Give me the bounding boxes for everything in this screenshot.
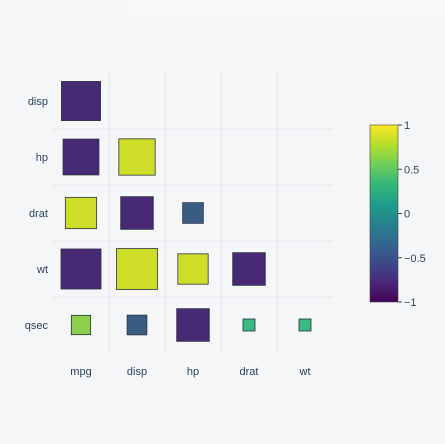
x-tick-label: hp — [187, 366, 199, 378]
y-tick-label: wt — [36, 264, 48, 276]
cell-disp-mpg[interactable] — [61, 81, 101, 121]
y-axis-labels: disp hp drat wt qsec — [25, 96, 49, 332]
x-tick-label: drat — [240, 366, 259, 378]
cell-drat-disp[interactable] — [120, 196, 154, 230]
cell-qsec-disp[interactable] — [126, 314, 148, 336]
cell-drat-hp[interactable] — [182, 202, 204, 224]
y-tick-label: drat — [29, 208, 48, 220]
x-axis-labels: mpg disp hp drat wt — [70, 366, 310, 378]
colorbar-gradient — [369, 124, 399, 303]
x-tick-label: wt — [299, 366, 311, 378]
grid-lines — [53, 73, 333, 353]
colorbar-tick-label: −1 — [404, 297, 417, 309]
cell-qsec-wt[interactable] — [298, 318, 312, 332]
colorbar: 1 0.5 0 −0.5 −1 — [369, 120, 426, 309]
colorbar-tick-label: 0.5 — [404, 164, 419, 176]
toolbar-area — [128, 0, 445, 16]
y-tick-label: disp — [28, 96, 48, 108]
colorbar-tick-label: −0.5 — [404, 253, 426, 265]
y-tick-label: hp — [36, 152, 48, 164]
cell-hp-disp[interactable] — [118, 138, 156, 176]
colorbar-tick-label: 1 — [404, 120, 410, 132]
cell-qsec-hp[interactable] — [176, 308, 210, 342]
heatmap-cells — [60, 81, 312, 342]
y-tick-label: qsec — [25, 320, 49, 332]
cell-wt-mpg[interactable] — [60, 248, 102, 290]
colorbar-tick-label: 0 — [404, 209, 410, 221]
cell-drat-mpg[interactable] — [64, 196, 98, 230]
x-tick-label: disp — [127, 366, 147, 378]
cell-wt-hp[interactable] — [177, 253, 209, 285]
cell-hp-mpg[interactable] — [62, 138, 100, 176]
cell-wt-drat[interactable] — [232, 252, 266, 286]
cell-qsec-drat[interactable] — [242, 318, 256, 332]
x-tick-label: mpg — [70, 366, 91, 378]
cell-wt-disp[interactable] — [116, 248, 158, 290]
cell-qsec-mpg[interactable] — [70, 314, 92, 336]
